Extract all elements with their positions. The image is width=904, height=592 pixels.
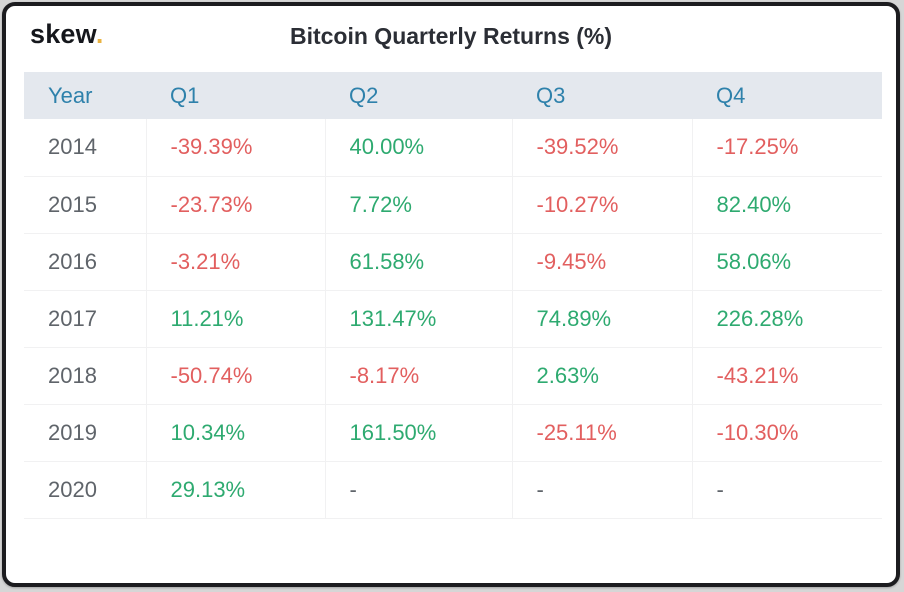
- cell-q2: 40.00%: [324, 119, 512, 177]
- cell-year: 2018: [24, 347, 146, 405]
- cell-q4: -43.21%: [691, 347, 882, 405]
- cell-q4: -: [691, 461, 882, 519]
- cell-q1: 10.34%: [145, 404, 325, 462]
- table-row: 2019 10.34% 161.50% -25.11% -10.30%: [24, 404, 882, 462]
- table-header-row: Year Q1 Q2 Q3 Q4: [24, 72, 882, 119]
- table-row: 2016 -3.21% 61.58% -9.45% 58.06%: [24, 233, 882, 291]
- cell-q1: -23.73%: [145, 176, 325, 234]
- cell-q2: 161.50%: [324, 404, 512, 462]
- cell-q2: -8.17%: [324, 347, 512, 405]
- column-header-q4: Q4: [692, 72, 882, 119]
- cell-q1: -39.39%: [145, 119, 325, 177]
- cell-q3: 74.89%: [511, 290, 692, 348]
- column-header-q2: Q2: [325, 72, 512, 119]
- cell-year: 2016: [24, 233, 146, 291]
- column-header-q3: Q3: [512, 72, 692, 119]
- cell-q4: 226.28%: [691, 290, 882, 348]
- logo-dot: .: [95, 19, 104, 49]
- cell-q3: -25.11%: [511, 404, 692, 462]
- cell-year: 2020: [24, 461, 146, 519]
- cell-q3: -9.45%: [511, 233, 692, 291]
- table-row: 2014 -39.39% 40.00% -39.52% -17.25%: [24, 119, 882, 177]
- cell-year: 2015: [24, 176, 146, 234]
- cell-q1: 29.13%: [145, 461, 325, 519]
- table-row: 2018 -50.74% -8.17% 2.63% -43.21%: [24, 347, 882, 405]
- top-bar: skew. Bitcoin Quarterly Returns (%): [6, 6, 896, 72]
- cell-q3: -: [511, 461, 692, 519]
- page-title: Bitcoin Quarterly Returns (%): [289, 23, 613, 49]
- cell-q3: -10.27%: [511, 176, 692, 234]
- cell-year: 2019: [24, 404, 146, 462]
- cell-q2: 131.47%: [324, 290, 512, 348]
- cell-q4: 58.06%: [691, 233, 882, 291]
- table-row: 2020 29.13% - - -: [24, 461, 882, 519]
- cell-q4: -10.30%: [691, 404, 882, 462]
- column-header-year: Year: [24, 72, 146, 119]
- returns-table: Year Q1 Q2 Q3 Q4 2014 -39.39% 40.00% -39…: [24, 72, 882, 519]
- skew-logo: skew.: [30, 19, 104, 50]
- column-header-q1: Q1: [146, 72, 325, 119]
- cell-q1: -50.74%: [145, 347, 325, 405]
- cell-year: 2017: [24, 290, 146, 348]
- table-row: 2015 -23.73% 7.72% -10.27% 82.40%: [24, 176, 882, 234]
- table-row: 2017 11.21% 131.47% 74.89% 226.28%: [24, 290, 882, 348]
- cell-q4: -17.25%: [691, 119, 882, 177]
- cell-q2: 7.72%: [324, 176, 512, 234]
- cell-q3: 2.63%: [511, 347, 692, 405]
- cell-q2: 61.58%: [324, 233, 512, 291]
- cell-year: 2014: [24, 119, 146, 177]
- logo-text: skew: [30, 19, 96, 49]
- cell-q1: -3.21%: [145, 233, 325, 291]
- cell-q4: 82.40%: [691, 176, 882, 234]
- cell-q3: -39.52%: [511, 119, 692, 177]
- cell-q2: -: [324, 461, 512, 519]
- cell-q1: 11.21%: [145, 290, 325, 348]
